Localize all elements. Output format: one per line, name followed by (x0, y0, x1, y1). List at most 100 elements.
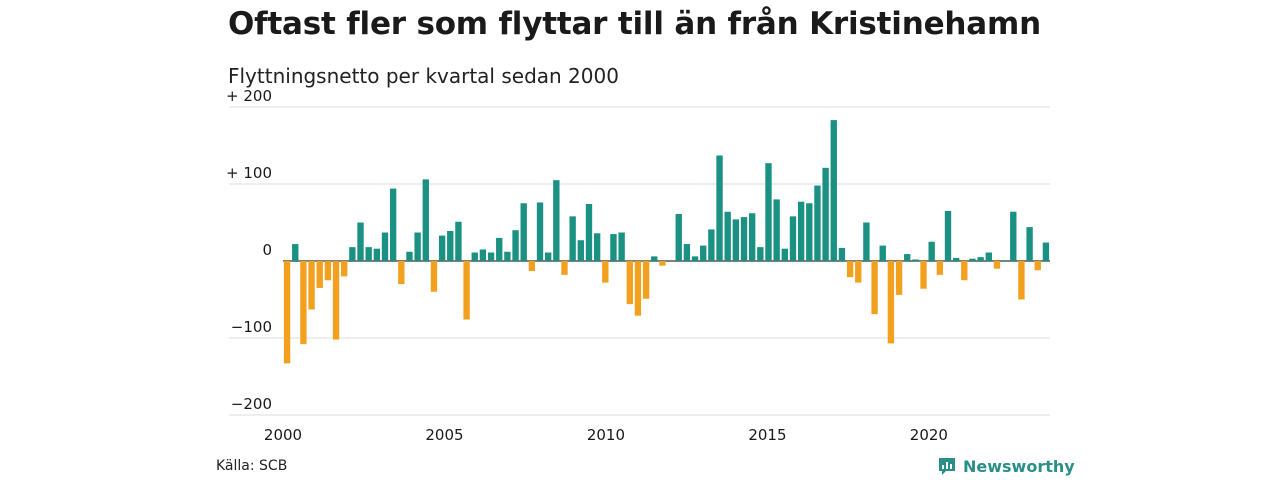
bar (602, 261, 609, 283)
bar (430, 261, 438, 292)
bar (610, 234, 617, 261)
y-tick-label: + 200 (226, 87, 272, 105)
bar (1034, 261, 1041, 271)
bar (659, 261, 666, 266)
bar (732, 219, 740, 261)
bar (389, 188, 397, 261)
bar (969, 258, 976, 261)
bar (879, 245, 886, 261)
bar (381, 232, 389, 261)
bar (683, 244, 691, 261)
bar (822, 167, 829, 261)
bar (553, 180, 560, 261)
bar (324, 261, 332, 281)
y-tick-label: 0 (262, 241, 272, 259)
bar (716, 155, 723, 261)
bar (1042, 242, 1050, 261)
bar (455, 221, 462, 261)
bar (961, 261, 968, 281)
bar (577, 240, 584, 261)
bar (292, 244, 299, 261)
bar (748, 213, 756, 261)
bar (765, 163, 772, 261)
bar (283, 261, 291, 364)
bar (569, 216, 576, 261)
bar (634, 261, 642, 316)
bar (846, 261, 854, 278)
bar (308, 261, 315, 310)
brand-logo: Newsworthy (937, 456, 1075, 476)
bar (398, 261, 405, 285)
chart-title: Oftast fler som flyttar till än från Kri… (228, 6, 1041, 42)
bar (316, 261, 323, 288)
x-tick-label: 2005 (425, 426, 463, 444)
bars (283, 120, 1050, 364)
x-tick-label: 2015 (748, 426, 786, 444)
bar (626, 261, 633, 305)
y-tick-label: −200 (231, 395, 272, 413)
brand-name: Newsworthy (963, 456, 1075, 476)
bar (332, 261, 340, 340)
bar (895, 261, 903, 295)
bar (341, 261, 348, 277)
bar (536, 202, 544, 261)
x-axis-labels: 2000 2005 2010 2015 2020 (264, 426, 948, 444)
bar (487, 252, 495, 261)
bar (438, 235, 446, 261)
bar-chart: + 200 + 100 0 −100 −200 2000 2005 2010 2015 2020 (226, 87, 1050, 444)
bar (479, 249, 487, 261)
bar (642, 261, 650, 299)
bar (357, 222, 364, 261)
bar (561, 261, 568, 275)
bar (797, 201, 805, 261)
bar (1018, 261, 1025, 300)
bar (528, 261, 536, 272)
y-tick-label: + 100 (226, 164, 272, 182)
bar (806, 203, 813, 261)
bar (1026, 227, 1033, 261)
bar (936, 261, 944, 275)
chart-subtitle: Flyttningsnetto per kvartal sedan 2000 (228, 64, 619, 88)
bar (414, 232, 421, 261)
bar (300, 261, 307, 345)
bar (871, 261, 878, 315)
x-tick-label: 2000 (264, 426, 302, 444)
bar (406, 251, 413, 261)
bar (463, 261, 470, 320)
source-note: Källa: SCB (216, 458, 288, 474)
bar (773, 199, 780, 261)
bar (1010, 211, 1017, 261)
bar (520, 203, 527, 261)
bar (651, 256, 658, 261)
bar (757, 247, 764, 261)
x-tick-label: 2020 (910, 426, 948, 444)
bar (708, 229, 715, 261)
bar (887, 261, 895, 344)
bar (993, 261, 1001, 269)
bar (977, 257, 984, 261)
bar (904, 254, 911, 261)
bar (985, 252, 992, 261)
newsworthy-logo-icon (939, 458, 955, 475)
y-tick-label: −100 (231, 318, 272, 336)
bar (512, 230, 519, 261)
bar (447, 230, 454, 261)
bar (912, 259, 919, 261)
bar (373, 248, 381, 261)
bar (700, 245, 707, 261)
bar (349, 247, 356, 261)
bar (585, 204, 593, 261)
bar (471, 252, 478, 261)
bar (781, 248, 788, 261)
bar (365, 247, 372, 261)
bar (593, 233, 601, 261)
bar (928, 241, 935, 261)
bar (740, 217, 748, 261)
bar (789, 216, 797, 261)
bar (496, 237, 503, 261)
bar (724, 211, 731, 261)
bar (952, 257, 960, 261)
x-tick-label: 2010 (587, 426, 625, 444)
bar (675, 214, 682, 261)
bar (920, 261, 927, 289)
